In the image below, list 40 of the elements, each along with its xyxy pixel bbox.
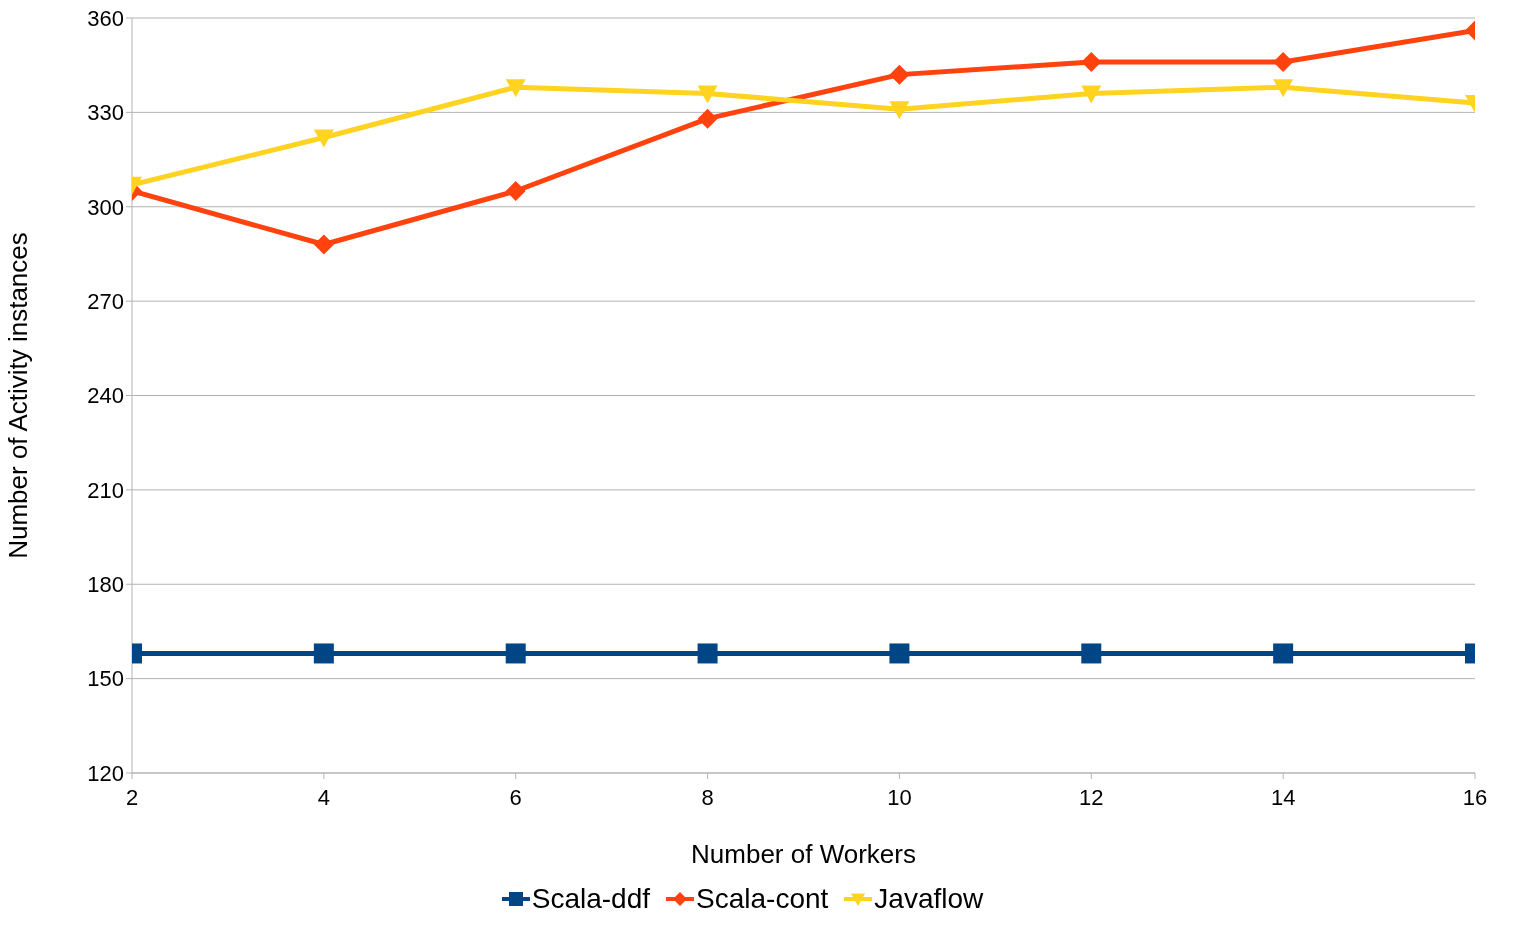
point [1273, 52, 1294, 73]
y-tick-label: 120 [87, 760, 124, 786]
y-tick-label: 210 [87, 477, 124, 503]
point [313, 129, 334, 148]
point [1081, 85, 1102, 104]
x-tick-label: 6 [509, 784, 522, 810]
y-axis-title: Number of Activity instances [3, 232, 34, 559]
point [697, 85, 718, 104]
x-tick-label: 10 [887, 784, 912, 810]
y-tick-label: 300 [87, 194, 124, 220]
legend-label: Scala-cont [696, 883, 829, 915]
legend-label: Javaflow [874, 883, 984, 915]
point [505, 79, 526, 98]
point [1273, 79, 1294, 98]
x-tick-label: 12 [1079, 784, 1104, 810]
point [505, 643, 526, 664]
x-tick-label: 2 [125, 784, 139, 810]
point [889, 101, 910, 120]
point [313, 234, 334, 255]
y-tick-label: 330 [87, 100, 124, 126]
point [1081, 643, 1102, 664]
point [1081, 52, 1102, 73]
x-axis-title: Number of Workers [691, 839, 916, 869]
point [505, 181, 526, 202]
legend-label: Scala-ddf [531, 883, 651, 915]
y-tick-label: 150 [87, 666, 124, 692]
point [313, 643, 334, 664]
point [889, 64, 910, 85]
y-tick-label: 270 [87, 288, 124, 314]
x-tick-label: 4 [317, 784, 330, 810]
x-tick-label: 14 [1270, 784, 1296, 810]
point [1273, 643, 1294, 664]
y-tick-label: 360 [87, 5, 124, 31]
y-tick-label: 180 [87, 572, 124, 598]
point [697, 108, 718, 129]
x-tick-label: 8 [701, 784, 714, 810]
point [697, 643, 718, 664]
point [889, 643, 910, 664]
x-tick-label: 16 [1462, 784, 1488, 810]
y-tick-label: 240 [87, 383, 124, 409]
